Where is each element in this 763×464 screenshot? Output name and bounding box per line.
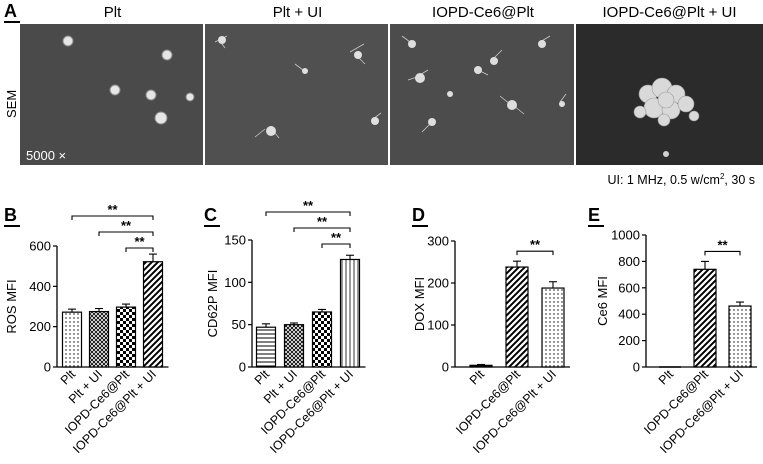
chart-d-bar: [505, 266, 529, 368]
chart-c-bar: [255, 326, 277, 368]
sem-column-title-3: IOPD-Ce6@Plt: [432, 4, 534, 21]
chart-b-bar: [88, 310, 110, 368]
chart-d-category-label: Plt: [467, 367, 488, 388]
chart-e-y-tick-label: 400: [618, 307, 640, 322]
chart-e-significance-bracket: [704, 250, 741, 256]
chart-e-significance-label: **: [717, 237, 728, 252]
sem-image-iopd-ce6-plt-ui-drawing: [576, 24, 763, 165]
panel-e-letter: E: [588, 206, 604, 227]
sem-image-iopd-ce6-plt-ui: [576, 24, 763, 165]
sem-image-plt-ui: [205, 24, 388, 165]
panel-c-letter: C: [204, 206, 220, 227]
chart-c-significance-bracket: [265, 211, 351, 216]
panel-d-letter: D: [412, 206, 428, 227]
chart-c-significance-label: **: [331, 230, 342, 245]
chart-d-y-tick-label: 100: [427, 318, 449, 333]
chart-d-bar: [541, 287, 565, 368]
ui-condition-note: UI: 1 MHz, 0.5 w/cm2, 30 s: [607, 172, 755, 188]
chart-d-y-tick-label: 0: [442, 360, 449, 375]
chart-e-y-tick-label: 600: [618, 280, 640, 295]
chart-b-y-axis-label: ROS MFI: [4, 279, 19, 333]
chart-c-category-label: Plt: [252, 367, 273, 388]
magnification-label: 5000 ×: [26, 148, 67, 163]
panel-a-letter: A: [4, 2, 20, 23]
chart-b-y-tick-label: 600: [29, 239, 51, 254]
chart-b-bar: [142, 261, 164, 368]
sem-image-plt-drawing: [20, 24, 203, 165]
sem-image-plt: 5000 ×: [20, 24, 203, 165]
chart-d-bar: [469, 364, 493, 368]
chart-c-significance-bracket: [321, 243, 351, 248]
chart-d-significance-label: **: [530, 237, 541, 252]
chart-e-bar: [693, 268, 717, 368]
chart-b-y-tick-label: 400: [29, 279, 51, 294]
chart-b-significance-label: **: [121, 218, 132, 233]
chart-b-bar: [115, 306, 137, 368]
chart-b-bar: [61, 311, 83, 368]
chart-d-y-tick-label: 300: [427, 234, 449, 249]
chart-d-category-label: IOPD-Ce6@Plt: [453, 367, 523, 437]
chart-c-y-tick-label: 50: [232, 317, 246, 332]
chart-c-y-axis-label: CD62P MFI: [205, 270, 220, 338]
chart-e-y-axis-label: Ce6 MFI: [595, 276, 610, 326]
panel-b-letter: B: [4, 206, 20, 227]
chart-e-y-tick-label: 800: [618, 254, 640, 269]
chart-e-y-tick-label: 200: [618, 333, 640, 348]
chart-c-bar: [283, 324, 305, 368]
chart-c-y-tick-label: 100: [224, 275, 246, 290]
sem-image-iopd-ce6-plt: [390, 24, 574, 165]
chart-e-y-tick-label: 1000: [611, 228, 640, 243]
chart-b-significance-bracket: [125, 247, 154, 252]
chart-b-y-tick-label: 200: [29, 319, 51, 334]
chart-d-significance-bracket: [516, 250, 554, 256]
chart-b-category-label: Plt: [58, 367, 79, 388]
chart-c-bar: [339, 258, 361, 368]
chart-e-category-label: Plt: [656, 367, 677, 388]
chart-c-y-tick-label: 0: [239, 360, 246, 375]
chart-e-bar: [728, 305, 752, 368]
chart-c-significance-label: **: [317, 214, 328, 229]
chart-b-significance-label: **: [134, 234, 145, 249]
chart-d-y-tick-label: 200: [427, 276, 449, 291]
chart-c-bar: [311, 311, 333, 368]
chart-e-y-tick-label: 0: [633, 360, 640, 375]
chart-c-significance-bracket: [293, 227, 351, 232]
sem-image-iopd-ce6-plt-drawing: [390, 24, 574, 165]
chart-c-significance-label: **: [303, 198, 314, 213]
sem-column-title-2: Plt + UI: [272, 4, 323, 21]
chart-c-y-tick-label: 150: [224, 233, 246, 248]
sem-column-title-4: IOPD-Ce6@Plt + UI: [602, 4, 737, 21]
chart-b-significance-label: **: [107, 202, 118, 217]
chart-b-significance-bracket: [98, 231, 154, 236]
sem-column-title-1: Plt: [103, 4, 122, 21]
chart-d-y-axis-label: DOX MFI: [412, 277, 427, 331]
chart-b-significance-bracket: [71, 215, 154, 220]
chart-b-y-tick-label: 0: [44, 360, 51, 375]
sem-image-plt-ui-drawing: [205, 24, 388, 165]
